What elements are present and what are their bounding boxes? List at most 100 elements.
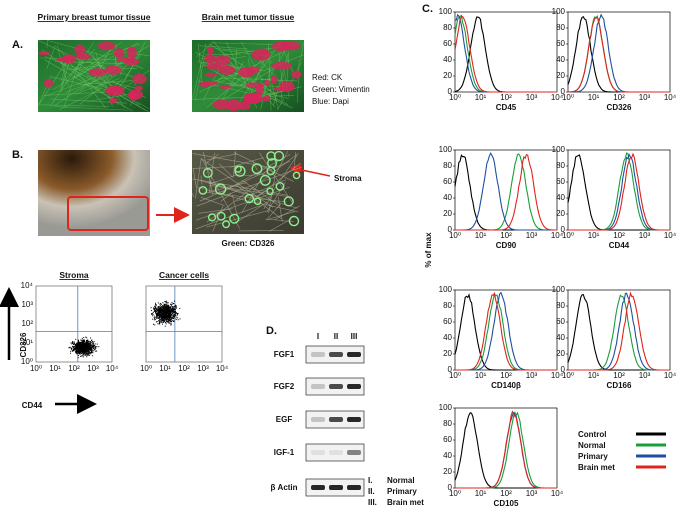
- event-dot: [172, 303, 174, 305]
- lane-name: Primary: [387, 487, 417, 496]
- event-dot: [165, 310, 167, 312]
- x-axis-label: CD44: [22, 401, 43, 410]
- event-dot: [153, 323, 155, 325]
- event-dot: [72, 350, 74, 352]
- event-dot: [156, 321, 158, 323]
- event-dot: [77, 349, 79, 351]
- event-dot: [169, 317, 171, 319]
- event-dot: [76, 349, 78, 351]
- event-dot: [91, 351, 93, 353]
- event-dot: [171, 314, 173, 316]
- cell: [259, 174, 271, 186]
- stain-legend: Green: Vimentin: [312, 85, 370, 94]
- fiber: [136, 101, 150, 109]
- event-dot: [168, 310, 170, 312]
- cell-cluster: [218, 65, 236, 75]
- y-tick-label: 40: [443, 55, 452, 64]
- event-dot: [82, 346, 84, 348]
- event-dot: [172, 318, 174, 320]
- event-dot: [83, 347, 85, 349]
- event-dot: [166, 308, 168, 310]
- cell-cluster: [212, 99, 232, 110]
- event-dot: [175, 312, 177, 314]
- event-dot: [92, 341, 94, 343]
- event-dot: [77, 352, 79, 354]
- event-dot: [164, 313, 166, 315]
- fiber: [195, 158, 202, 199]
- event-dot: [75, 344, 77, 346]
- fiber: [75, 56, 107, 79]
- event-dot: [154, 310, 156, 312]
- event-dot: [159, 316, 161, 318]
- event-dot: [84, 352, 86, 354]
- event-dot: [81, 347, 83, 349]
- y-tick-label: 60: [556, 39, 565, 48]
- event-dot: [70, 342, 72, 344]
- event-dot: [79, 345, 81, 347]
- band: [329, 417, 343, 422]
- cell: [198, 185, 208, 195]
- fiber: [209, 43, 246, 68]
- event-dot: [166, 316, 168, 318]
- cell-cluster: [113, 48, 125, 58]
- cell: [266, 151, 276, 161]
- cell-cluster: [243, 92, 263, 105]
- event-dot: [82, 349, 84, 351]
- event-dot: [173, 314, 175, 316]
- event-dot: [87, 345, 89, 347]
- event-dot: [76, 346, 78, 348]
- x-tick-label: 10³: [526, 371, 538, 380]
- event-dot: [171, 312, 173, 314]
- fiber: [86, 94, 126, 102]
- fiber: [197, 60, 238, 86]
- event-dot: [88, 350, 90, 352]
- histogram-curve: [455, 152, 557, 231]
- event-dot: [158, 320, 160, 322]
- event-dot: [92, 342, 94, 344]
- event-dot: [167, 311, 169, 313]
- event-dot: [81, 349, 83, 351]
- event-dot: [174, 307, 176, 309]
- event-dot: [90, 350, 92, 352]
- event-dot: [160, 315, 162, 317]
- event-dot: [85, 350, 87, 352]
- legend-label: Control: [578, 430, 606, 439]
- fiber: [50, 42, 95, 107]
- event-dot: [159, 303, 161, 305]
- event-dot: [175, 308, 177, 310]
- event-dot: [169, 322, 171, 324]
- event-dot: [94, 343, 96, 345]
- fiber: [191, 193, 194, 198]
- event-dot: [158, 307, 160, 309]
- event-dot: [80, 355, 82, 357]
- band: [347, 352, 361, 357]
- y-tick-label: 0: [561, 225, 566, 234]
- event-dot: [168, 313, 170, 315]
- arrow-label: Stroma: [334, 174, 362, 183]
- event-dot: [168, 322, 170, 324]
- x-tick-label: 10⁰: [449, 489, 461, 498]
- event-dot: [90, 337, 92, 339]
- event-dot: [172, 320, 174, 322]
- event-dot: [84, 350, 86, 352]
- histogram-curve: [568, 13, 670, 93]
- fiber: [215, 48, 256, 52]
- arrow: [289, 163, 331, 177]
- event-dot: [82, 343, 84, 345]
- event-dot: [153, 317, 155, 318]
- fiber: [194, 57, 205, 101]
- cell: [207, 213, 217, 222]
- event-dot: [90, 353, 92, 355]
- event-dot: [163, 305, 165, 307]
- cell-cluster: [104, 65, 122, 75]
- fiber: [293, 151, 297, 171]
- event-dot: [152, 313, 154, 315]
- event-dot: [153, 315, 155, 317]
- event-dot: [162, 320, 164, 322]
- event-dot: [79, 344, 81, 346]
- event-dot: [77, 343, 79, 345]
- event-dot: [77, 354, 79, 356]
- x-tick-label: 10⁴: [664, 371, 677, 380]
- event-dot: [169, 313, 171, 315]
- event-dot: [164, 304, 166, 306]
